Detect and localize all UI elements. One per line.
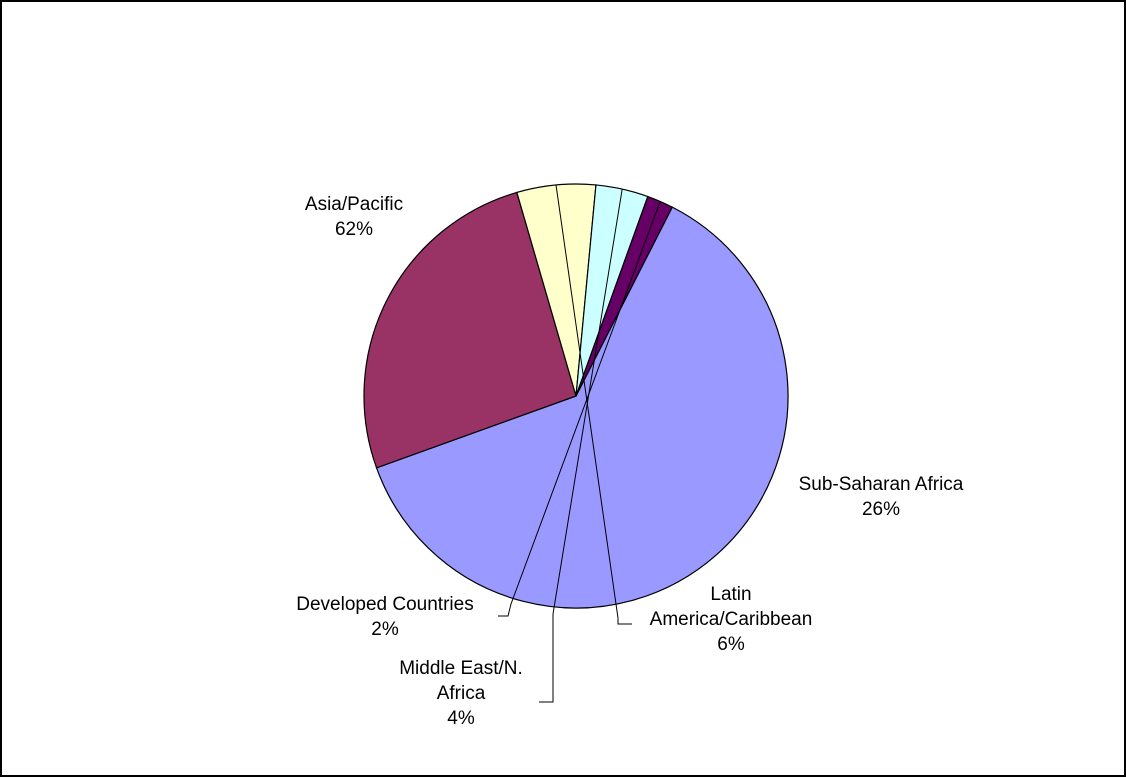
slice-percent-label-4: 2% (371, 619, 399, 640)
leader-line-4 (498, 201, 661, 617)
slice-name-label-3: Middle East/N. (399, 658, 523, 679)
slice-percent-label-2: 6% (717, 634, 745, 655)
slice-name-label-2: Latin (710, 584, 751, 605)
slice-labels: Asia/Pacific 62% Sub-Saharan Africa 26% Lati… (296, 194, 964, 729)
pie-slice-0 (375, 206, 789, 609)
pie-slices (363, 183, 789, 609)
slice-name-label-4: Developed Countries (296, 594, 473, 615)
leader-line-2 (555, 184, 632, 625)
leader-line-3 (539, 189, 623, 703)
slice-name-label-2: America/Caribbean (650, 609, 813, 630)
slice-name-label-3: Africa (437, 683, 486, 704)
pie-slice-1 (363, 191, 577, 469)
slice-percent-label-1: 26% (862, 499, 900, 520)
slice-percent-label-0: 62% (335, 219, 373, 240)
leader-lines (498, 184, 661, 703)
slice-name-label-1: Sub-Saharan Africa (799, 474, 964, 495)
slice-percent-label-3: 4% (447, 708, 475, 729)
slice-name-label-0: Asia/Pacific (305, 194, 403, 215)
